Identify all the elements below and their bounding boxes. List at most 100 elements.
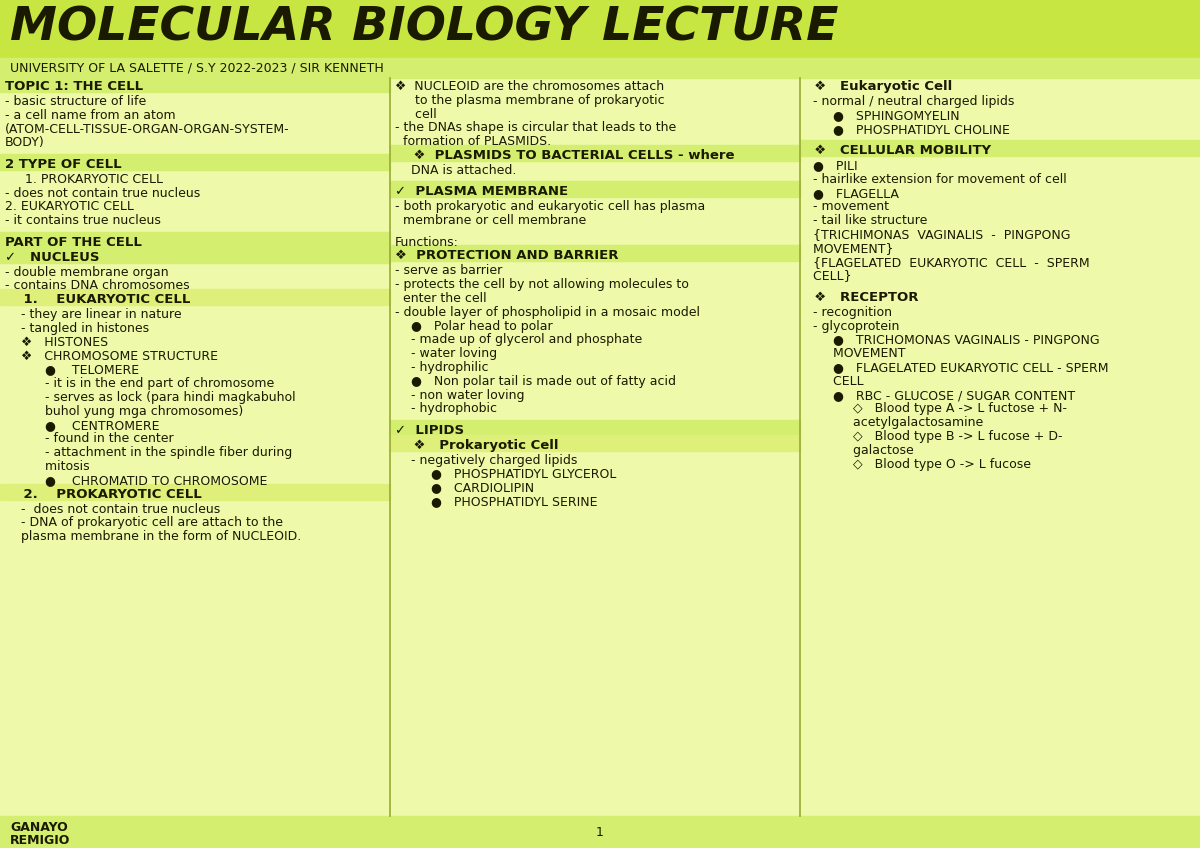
- Text: 2.    PROKARYOTIC CELL: 2. PROKARYOTIC CELL: [5, 488, 202, 500]
- Text: ◇   Blood type A -> L fuctose + N-: ◇ Blood type A -> L fuctose + N-: [805, 403, 1067, 416]
- Text: PART OF THE CELL: PART OF THE CELL: [5, 236, 142, 248]
- Bar: [390, 145, 800, 161]
- Text: -  does not contain true nucleus: - does not contain true nucleus: [5, 503, 221, 516]
- Text: cell: cell: [395, 108, 437, 120]
- Text: ●   Non polar tail is made out of fatty acid: ● Non polar tail is made out of fatty ac…: [395, 375, 676, 388]
- Text: - hydrophobic: - hydrophobic: [395, 403, 497, 416]
- Text: 2. EUKARYOTIC CELL: 2. EUKARYOTIC CELL: [5, 200, 134, 214]
- Text: GANAYO: GANAYO: [10, 821, 67, 834]
- Bar: [390, 420, 800, 436]
- Text: - attachment in the spindle fiber during: - attachment in the spindle fiber during: [5, 446, 293, 459]
- Text: - it is in the end part of chromosome: - it is in the end part of chromosome: [5, 377, 275, 390]
- Text: - hydrophilic: - hydrophilic: [395, 361, 488, 374]
- Text: - the DNAs shape is circular that leads to the: - the DNAs shape is circular that leads …: [395, 121, 677, 134]
- Text: - found in the center: - found in the center: [5, 432, 174, 445]
- Text: ❖   CELLULAR MOBILITY: ❖ CELLULAR MOBILITY: [805, 144, 991, 157]
- Bar: [0, 76, 390, 92]
- Bar: [390, 245, 800, 261]
- Text: ●   CARDIOLIPIN: ● CARDIOLIPIN: [395, 482, 534, 494]
- Text: DNA is attached.: DNA is attached.: [395, 164, 516, 177]
- Text: UNIVERSITY OF LA SALETTE / S.Y 2022-2023 / SIR KENNETH: UNIVERSITY OF LA SALETTE / S.Y 2022-2023…: [10, 62, 384, 75]
- Text: ❖   Eukaryotic Cell: ❖ Eukaryotic Cell: [805, 80, 953, 93]
- Bar: [0, 58, 1200, 78]
- Text: - hairlike extension for movement of cell: - hairlike extension for movement of cel…: [805, 173, 1067, 186]
- Text: ●   RBC - GLUCOSE / SUGAR CONTENT: ● RBC - GLUCOSE / SUGAR CONTENT: [805, 388, 1075, 402]
- Text: mitosis: mitosis: [5, 460, 90, 473]
- Text: ●   TRICHOMONAS VAGINALIS - PINGPONG: ● TRICHOMONAS VAGINALIS - PINGPONG: [805, 333, 1099, 346]
- Bar: [0, 816, 1200, 848]
- Bar: [0, 483, 390, 499]
- Text: - glycoprotein: - glycoprotein: [805, 320, 899, 332]
- Text: ❖  NUCLEOID are the chromosomes attach: ❖ NUCLEOID are the chromosomes attach: [395, 80, 664, 93]
- Text: ❖  PROTECTION AND BARRIER: ❖ PROTECTION AND BARRIER: [395, 249, 618, 262]
- Text: plasma membrane in the form of NUCLEOID.: plasma membrane in the form of NUCLEOID.: [5, 530, 301, 544]
- Text: acetylgalactosamine: acetylgalactosamine: [805, 416, 983, 429]
- Text: ✓   NUCLEUS: ✓ NUCLEUS: [5, 250, 100, 264]
- Text: ❖   CHROMOSOME STRUCTURE: ❖ CHROMOSOME STRUCTURE: [5, 349, 218, 363]
- Text: BODY): BODY): [5, 137, 44, 149]
- Text: - a cell name from an atom: - a cell name from an atom: [5, 109, 175, 122]
- Text: - negatively charged lipids: - negatively charged lipids: [395, 454, 577, 466]
- Text: galactose: galactose: [805, 444, 913, 457]
- Text: - made up of glycerol and phosphate: - made up of glycerol and phosphate: [395, 333, 642, 346]
- Bar: [0, 0, 1200, 58]
- Text: - serve as barrier: - serve as barrier: [395, 265, 503, 277]
- Text: - non water loving: - non water loving: [395, 388, 524, 402]
- Text: ●   PHOSPHATIDYL SERINE: ● PHOSPHATIDYL SERINE: [395, 495, 598, 508]
- Text: 1: 1: [596, 825, 604, 839]
- Text: ◇   Blood type O -> L fucose: ◇ Blood type O -> L fucose: [805, 458, 1031, 471]
- Text: membrane or cell membrane: membrane or cell membrane: [395, 215, 587, 227]
- Text: - serves as lock (para hindi magkabuhol: - serves as lock (para hindi magkabuhol: [5, 391, 295, 404]
- Text: MOVEMENT}: MOVEMENT}: [805, 242, 894, 254]
- Text: CELL}: CELL}: [805, 270, 852, 282]
- Text: - recognition: - recognition: [805, 306, 892, 319]
- Text: ◇   Blood type B -> L fucose + D-: ◇ Blood type B -> L fucose + D-: [805, 430, 1062, 443]
- Text: REMIGIO: REMIGIO: [10, 834, 71, 846]
- Text: formation of PLASMIDS.: formation of PLASMIDS.: [395, 135, 551, 148]
- Text: ●   FLAGELLA: ● FLAGELLA: [805, 187, 899, 199]
- Text: ●   FLAGELATED EUKARYOTIC CELL - SPERM: ● FLAGELATED EUKARYOTIC CELL - SPERM: [805, 361, 1109, 374]
- Text: to the plasma membrane of prokaryotic: to the plasma membrane of prokaryotic: [395, 94, 665, 107]
- Text: ✓  LIPIDS: ✓ LIPIDS: [395, 424, 464, 437]
- Text: ❖  PLASMIDS TO BACTERIAL CELLS - where: ❖ PLASMIDS TO BACTERIAL CELLS - where: [395, 149, 734, 162]
- Text: ●   PILI: ● PILI: [805, 159, 858, 172]
- Text: ❖   HISTONES: ❖ HISTONES: [5, 336, 108, 349]
- Text: - both prokaryotic and eukaryotic cell has plasma: - both prokaryotic and eukaryotic cell h…: [395, 200, 706, 214]
- Text: Functions:: Functions:: [395, 236, 458, 248]
- Bar: [390, 181, 800, 198]
- Text: - tail like structure: - tail like structure: [805, 215, 928, 227]
- Text: MOVEMENT: MOVEMENT: [805, 347, 906, 360]
- Text: ●   PHOSPHATIDYL CHOLINE: ● PHOSPHATIDYL CHOLINE: [805, 123, 1010, 136]
- Bar: [0, 153, 390, 170]
- Text: - basic structure of life: - basic structure of life: [5, 95, 146, 108]
- Text: - contains DNA chromosomes: - contains DNA chromosomes: [5, 279, 190, 293]
- Text: - they are linear in nature: - they are linear in nature: [5, 308, 181, 321]
- Text: - double membrane organ: - double membrane organ: [5, 265, 169, 279]
- Text: ●   PHOSPHATIDYL GLYCEROL: ● PHOSPHATIDYL GLYCEROL: [395, 467, 617, 481]
- Bar: [0, 247, 390, 263]
- Text: - normal / neutral charged lipids: - normal / neutral charged lipids: [805, 95, 1014, 108]
- Bar: [0, 232, 390, 248]
- Text: ❖   Prokaryotic Cell: ❖ Prokaryotic Cell: [395, 438, 558, 452]
- Text: - double layer of phospholipid in a mosaic model: - double layer of phospholipid in a mosa…: [395, 306, 700, 319]
- Text: 1. PROKARYOTIC CELL: 1. PROKARYOTIC CELL: [5, 173, 163, 186]
- Text: - tangled in histones: - tangled in histones: [5, 322, 149, 335]
- Text: (ATOM-CELL-TISSUE-ORGAN-ORGAN-SYSTEM-: (ATOM-CELL-TISSUE-ORGAN-ORGAN-SYSTEM-: [5, 123, 289, 136]
- Text: MOLECULAR BIOLOGY LECTURE: MOLECULAR BIOLOGY LECTURE: [10, 5, 839, 50]
- Text: enter the cell: enter the cell: [395, 292, 487, 305]
- Text: - DNA of prokaryotic cell are attach to the: - DNA of prokaryotic cell are attach to …: [5, 516, 283, 529]
- Text: ●    CHROMATID TO CHROMOSOME: ● CHROMATID TO CHROMOSOME: [5, 474, 268, 487]
- Text: - protects the cell by not allowing molecules to: - protects the cell by not allowing mole…: [395, 278, 689, 291]
- Bar: [390, 435, 800, 451]
- Text: ●   SPHINGOMYELIN: ● SPHINGOMYELIN: [805, 109, 960, 122]
- Text: ❖   RECEPTOR: ❖ RECEPTOR: [805, 291, 918, 304]
- Text: - water loving: - water loving: [395, 347, 497, 360]
- Text: 1.    EUKARYOTIC CELL: 1. EUKARYOTIC CELL: [5, 293, 191, 306]
- Text: {FLAGELATED  EUKARYOTIC  CELL  -  SPERM: {FLAGELATED EUKARYOTIC CELL - SPERM: [805, 255, 1090, 269]
- Text: - it contains true nucleus: - it contains true nucleus: [5, 215, 161, 227]
- Text: CELL: CELL: [805, 375, 864, 388]
- Text: ●    CENTROMERE: ● CENTROMERE: [5, 419, 160, 432]
- Text: ●    TELOMERE: ● TELOMERE: [5, 364, 139, 377]
- Bar: [0, 289, 390, 305]
- Text: ✓  PLASMA MEMBRANE: ✓ PLASMA MEMBRANE: [395, 186, 568, 198]
